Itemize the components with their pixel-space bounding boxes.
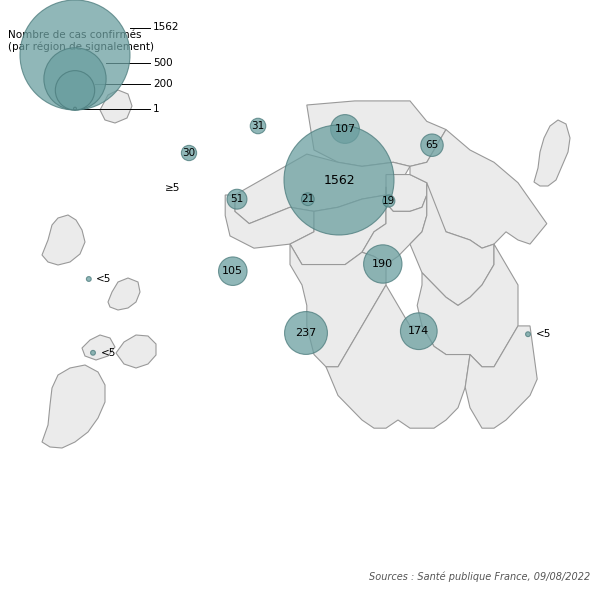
Text: 174: 174 <box>408 326 430 336</box>
Polygon shape <box>290 195 386 265</box>
Polygon shape <box>225 195 314 248</box>
Text: 19: 19 <box>382 196 395 206</box>
Text: 200: 200 <box>153 79 173 89</box>
Polygon shape <box>42 365 105 448</box>
Polygon shape <box>410 183 494 305</box>
Polygon shape <box>82 335 115 360</box>
Polygon shape <box>362 187 427 265</box>
Text: 21: 21 <box>301 194 314 204</box>
Circle shape <box>364 245 402 283</box>
Polygon shape <box>235 154 410 224</box>
Text: 1562: 1562 <box>323 173 355 187</box>
Polygon shape <box>108 278 140 310</box>
Text: ≥5: ≥5 <box>165 183 181 193</box>
Polygon shape <box>534 120 570 186</box>
Circle shape <box>20 0 130 110</box>
Text: Sources : Santé publique France, 09/08/2022: Sources : Santé publique France, 09/08/2… <box>369 571 590 582</box>
Circle shape <box>526 332 530 337</box>
Text: Nombre de cas confirmés: Nombre de cas confirmés <box>8 30 142 40</box>
Polygon shape <box>417 244 518 367</box>
Polygon shape <box>326 285 470 428</box>
Circle shape <box>44 48 106 110</box>
Circle shape <box>91 350 95 355</box>
Circle shape <box>400 313 437 350</box>
Text: 65: 65 <box>425 140 439 150</box>
Circle shape <box>301 193 314 206</box>
Polygon shape <box>465 326 537 428</box>
Text: <5: <5 <box>100 348 116 358</box>
Text: 237: 237 <box>295 328 317 338</box>
Text: 107: 107 <box>334 124 356 134</box>
Polygon shape <box>100 90 132 123</box>
Circle shape <box>284 311 328 355</box>
Polygon shape <box>290 244 386 367</box>
Text: (par région de signalement): (par région de signalement) <box>8 42 154 52</box>
Circle shape <box>284 125 394 235</box>
Text: 1: 1 <box>153 104 160 113</box>
Circle shape <box>55 71 95 110</box>
Circle shape <box>74 107 76 110</box>
Polygon shape <box>116 335 156 368</box>
Circle shape <box>181 145 197 161</box>
Text: <5: <5 <box>96 274 112 284</box>
Text: 105: 105 <box>223 266 244 276</box>
Text: 30: 30 <box>182 148 196 158</box>
Text: 31: 31 <box>251 121 265 131</box>
Text: 1562: 1562 <box>153 22 179 32</box>
Text: <5: <5 <box>535 329 551 339</box>
Polygon shape <box>410 130 547 248</box>
Circle shape <box>218 257 247 286</box>
Circle shape <box>250 118 266 134</box>
Circle shape <box>227 189 247 209</box>
Circle shape <box>86 277 91 281</box>
Circle shape <box>383 195 395 207</box>
Polygon shape <box>42 215 85 265</box>
Polygon shape <box>386 175 427 211</box>
Text: 500: 500 <box>153 58 173 68</box>
Circle shape <box>421 134 443 157</box>
Text: 51: 51 <box>230 194 244 204</box>
Text: 190: 190 <box>372 259 394 269</box>
Polygon shape <box>307 101 446 166</box>
Circle shape <box>331 115 359 143</box>
